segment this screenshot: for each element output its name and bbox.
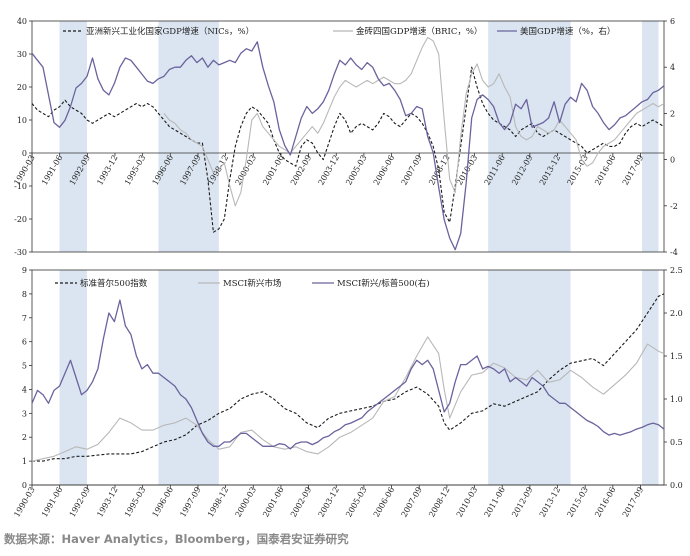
p2-x-tick-label-4: 1995-03: [123, 486, 147, 519]
p2-x-tick-label-7: 1998-12: [206, 486, 230, 519]
p2-x-tick-label-1: 1991-06: [40, 486, 64, 519]
p2-x-tick-label-14: 2007-09: [400, 486, 424, 519]
p1-x-tick-label-21: 2016-06: [593, 154, 617, 187]
p2-y-tick-label-3: 3: [22, 409, 27, 418]
p2-x-tick-label-15: 2008-12: [427, 486, 451, 519]
source-note: 数据来源：Haver Analytics，Bloomberg，国泰君安证券研究: [4, 532, 349, 546]
p1-y2-tick-label-3: 2: [670, 109, 675, 118]
p1-x-tick-label-4: 1995-03: [123, 154, 147, 187]
p2-y-tick-label-9: 9: [22, 266, 27, 275]
p1-x-tick-label-12: 2005-03: [344, 154, 368, 187]
p1-series-line-0: [31, 66, 665, 233]
p1-x-tick-label-13: 2006-06: [372, 154, 396, 187]
p2-x-tick-label-10: 2002-09: [289, 486, 313, 519]
p1-y-tick-label-1: -20: [14, 215, 27, 224]
p2-y2-tick-label-2: 1.0: [670, 395, 683, 404]
p2-y2-tick-label-4: 2.0: [670, 309, 683, 318]
p2-y-tick-label-0: 0: [22, 481, 27, 490]
p2-y2-tick-label-3: 1.5: [670, 352, 683, 361]
p2-x-tick-label-16: 2010-03: [455, 486, 479, 519]
p1-series-line-2: [31, 41, 665, 251]
p2-y-tick-label-1: 1: [22, 457, 27, 466]
p1-y-tick-label-5: 20: [17, 83, 27, 92]
p2-x-tick-label-8: 2000-03: [234, 486, 258, 519]
p2-series-line-1: [31, 336, 665, 462]
p1-x-tick-label-9: 2001-06: [261, 154, 285, 187]
p2-x-tick-label-11: 2003-12: [317, 486, 341, 519]
p2-y-tick-label-2: 2: [22, 433, 27, 442]
p2-legend-label-1: MSCI新兴市场: [223, 278, 281, 289]
p1-shaded-band-3: [642, 21, 659, 252]
p1-x-tick-label-10: 2002-09: [289, 154, 313, 187]
p1-y-tick-label-3: 0: [22, 149, 27, 158]
p2-x-tick-label-13: 2006-06: [372, 486, 396, 519]
p2-x-tick-label-19: 2013-12: [538, 486, 562, 519]
p2-shaded-band-3: [642, 270, 659, 485]
p2-x-tick-label-3: 1993-12: [95, 486, 119, 519]
p1-y-tick-label-0: -30: [14, 248, 27, 257]
p1-x-tick-label-8: 2000-03: [234, 154, 258, 187]
p1-y2-tick-label-2: 0: [670, 156, 675, 165]
p2-y-tick-label-4: 4: [22, 385, 27, 394]
p1-series-line-1: [163, 36, 665, 207]
p1-y2-tick-label-4: 4: [670, 63, 675, 72]
p1-x-tick-label-22: 2017-09: [621, 154, 645, 187]
p2-x-tick-label-20: 2015-03: [565, 486, 589, 519]
p1-legend-label-0: 亚洲新兴工业化国家GDP增速（NICs，%）: [86, 26, 254, 37]
p2-x-tick-label-18: 2012-09: [510, 486, 534, 519]
p1-shaded-band-0: [59, 21, 87, 252]
p2-y-tick-label-8: 8: [22, 290, 27, 299]
p2-series-line-0: [32, 293, 665, 462]
p2-y-tick-label-5: 5: [22, 362, 27, 371]
p2-y-tick-label-7: 7: [22, 314, 27, 323]
p1-y-tick-label-7: 40: [17, 17, 27, 26]
p2-y2-tick-label-5: 2.5: [670, 266, 683, 275]
p2-x-tick-label-6: 1997-09: [178, 486, 202, 519]
p1-y2-tick-label-1: -2: [670, 202, 678, 211]
p2-shaded-band-1: [158, 270, 219, 485]
p2-x-tick-label-12: 2005-03: [344, 486, 368, 519]
p2-legend-label-0: 标准普尔500指数: [80, 278, 148, 289]
p1-y-tick-label-2: -10: [14, 182, 27, 191]
p2-y-tick-label-6: 6: [22, 338, 27, 347]
p2-y2-tick-label-1: 0.5: [670, 438, 683, 447]
p2-x-tick-label-0: 1990-03: [12, 486, 36, 519]
p1-legend-label-2: 美国GDP增速（%，右）: [520, 26, 615, 37]
p2-y2-tick-label-0: 0.0: [670, 481, 683, 490]
p2-x-tick-label-22: 2017-09: [621, 486, 645, 519]
p2-shaded-band-0: [59, 270, 87, 485]
p2-x-tick-label-21: 2016-06: [593, 486, 617, 519]
p2-x-tick-label-5: 1996-06: [151, 486, 175, 519]
p1-y2-tick-label-5: 6: [670, 17, 675, 26]
p1-plot-frame: [31, 20, 665, 253]
p1-legend-label-1: 金砖四国GDP增速（BRIC，%）: [356, 26, 482, 37]
p2-x-tick-label-2: 1992-09: [68, 486, 92, 519]
p2-series-line-2: [31, 299, 665, 450]
p2-x-tick-label-17: 2011-06: [483, 485, 507, 518]
p1-y-tick-label-6: 30: [17, 50, 27, 59]
p1-y2-tick-label-0: -4: [670, 248, 678, 257]
p1-shaded-band-2: [488, 21, 571, 252]
p1-y-tick-label-4: 10: [17, 116, 27, 125]
p2-x-tick-label-9: 2001-06: [261, 486, 285, 519]
p1-x-tick-label-3: 1993-12: [95, 154, 119, 187]
p2-legend-label-2: MSCI新兴/标普500(右): [337, 278, 430, 289]
p1-x-tick-label-14: 2007-09: [400, 154, 424, 187]
p1-x-tick-label-11: 2003-12: [317, 154, 341, 187]
